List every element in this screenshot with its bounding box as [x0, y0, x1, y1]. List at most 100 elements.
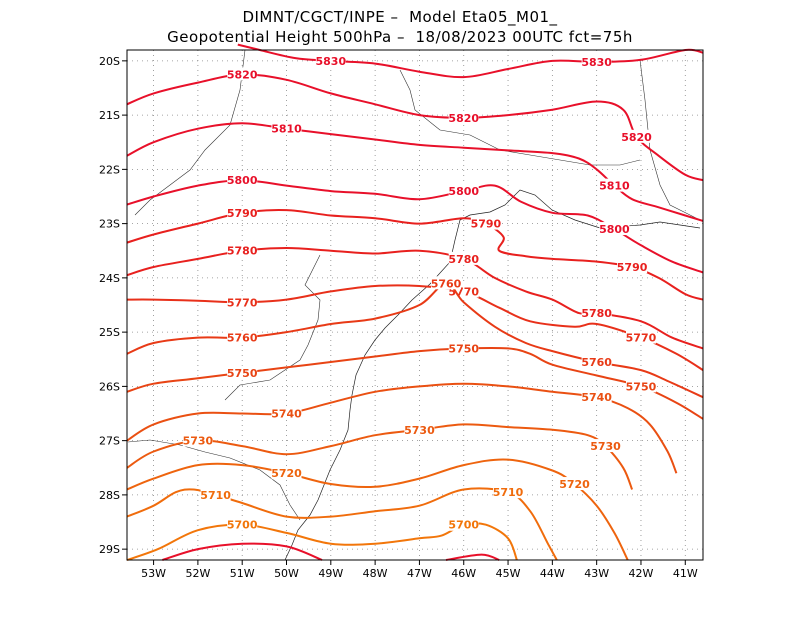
- x-tick-label: 44W: [540, 567, 565, 580]
- x-tick-label: 43W: [584, 567, 609, 580]
- x-tick-label: 45W: [496, 567, 521, 580]
- contour-5820: [126, 73, 704, 182]
- y-tick-label: 22S: [99, 163, 120, 176]
- longitude-ticks: 53W 52W 51W 50W 49W 48W 47W 46W 45W 44W 43W 42W 41W: [141, 560, 698, 580]
- contour-5750: [126, 346, 704, 420]
- contour-label-bg: [448, 517, 479, 531]
- y-tick-label: 28S: [99, 489, 120, 502]
- contour-label-bg: [621, 129, 652, 143]
- map-subtitle: Geopotential Height 500hPa – 18/08/2023 …: [167, 28, 633, 46]
- x-tick-label: 46W: [451, 567, 476, 580]
- contour-label: 5790: [617, 261, 648, 274]
- contour-5740: [126, 382, 678, 474]
- map-frame: [126, 49, 704, 561]
- contour-5700: [126, 522, 518, 561]
- grid-lines: [127, 50, 703, 560]
- contour-label-bg: [625, 379, 656, 393]
- contour-label-bg: [271, 466, 302, 480]
- x-tick-label: 53W: [141, 567, 166, 580]
- contour-label-bg: [617, 260, 648, 274]
- contour-label-bg: [581, 354, 612, 368]
- contour-label-bg: [227, 517, 258, 531]
- y-tick-label: 24S: [99, 272, 120, 285]
- contour-label-bg: [227, 67, 258, 81]
- contour-label: 5700: [227, 519, 258, 532]
- contour-label-bg: [448, 251, 479, 265]
- contour-label-bg: [271, 121, 302, 135]
- y-tick-label: 27S: [99, 435, 120, 448]
- y-tick-label: 29S: [99, 543, 120, 556]
- contour-label-bg: [590, 439, 621, 453]
- contour-label-bg: [448, 110, 479, 124]
- contour-label-bg: [227, 173, 258, 187]
- contour-label: 5810: [271, 123, 302, 136]
- latitude-ticks: 20S 21S 22S 23S 24S 25S 26S 27S 28S 29S: [99, 55, 127, 556]
- contour-label: 5720: [559, 478, 590, 491]
- contour-label: 5810: [599, 180, 630, 193]
- y-tick-label: 26S: [99, 380, 120, 393]
- contour-label: 5770: [626, 332, 657, 345]
- contour-5770: [126, 284, 704, 371]
- coastline-path: [284, 189, 701, 561]
- contour-label: 5780: [227, 245, 258, 258]
- x-tick-label: 47W: [407, 567, 432, 580]
- y-tick-label: 23S: [99, 218, 120, 231]
- contour-label: 5730: [404, 424, 435, 437]
- contour-label: 5720: [271, 467, 302, 480]
- contour-label: 5710: [200, 489, 231, 502]
- x-tick-label: 48W: [363, 567, 388, 580]
- border-path: [127, 49, 701, 521]
- y-tick-label: 25S: [99, 326, 120, 339]
- contour-5710: [126, 487, 558, 561]
- contour-label: 5820: [448, 112, 479, 125]
- contour-label: 5760: [431, 277, 462, 290]
- contour-label-bg: [559, 477, 590, 491]
- contour-label-bg: [448, 341, 479, 355]
- contour-label-bg: [227, 295, 258, 309]
- contour-label: 5700: [448, 519, 479, 532]
- contour-label-bg: [404, 422, 435, 436]
- contour-label: 5820: [227, 68, 258, 81]
- contour-label-bg: [431, 276, 462, 290]
- contour-label-bg: [581, 306, 612, 320]
- contour-label: 5740: [581, 391, 612, 404]
- coastline: [127, 49, 701, 561]
- contour-label: 5740: [271, 408, 302, 421]
- contour-label-bg: [599, 222, 630, 236]
- contour-label: 5800: [599, 223, 630, 236]
- contour-5810: [126, 122, 704, 222]
- x-tick-label: 51W: [230, 567, 255, 580]
- contour-label-bg: [227, 205, 258, 219]
- contour-label-bg: [271, 406, 302, 420]
- contour-label: 5790: [471, 218, 502, 231]
- contour-label-bg: [227, 243, 258, 257]
- contour-label: 5830: [581, 56, 612, 69]
- contour-5690: [445, 553, 500, 561]
- x-tick-label: 52W: [185, 567, 210, 580]
- y-tick-label: 20S: [99, 55, 120, 68]
- contour-label: 5750: [626, 380, 657, 393]
- contour-label-bg: [227, 365, 258, 379]
- contour-label: 5760: [227, 332, 258, 345]
- contour-label: 5750: [227, 367, 258, 380]
- contour-label: 5780: [448, 253, 479, 266]
- contour-label: 5800: [227, 174, 258, 187]
- x-tick-label: 49W: [318, 567, 343, 580]
- contour-label-bg: [470, 216, 501, 230]
- contour-label: 5790: [227, 207, 258, 220]
- contour-label-bg: [200, 487, 231, 501]
- contour-label: 5710: [493, 486, 524, 499]
- contour-label: 5730: [590, 440, 621, 453]
- contour-label-bg: [493, 485, 524, 499]
- contour-label: 5730: [183, 435, 214, 448]
- contour-label: 5820: [621, 131, 652, 144]
- contour-label-bg: [182, 433, 213, 447]
- contour-label-bg: [581, 54, 612, 68]
- contour-label-bg: [227, 330, 258, 344]
- contour-label: 5770: [227, 296, 258, 309]
- contour-lines: 5830 5830 5820 5820 5820 5810 5810 5800 5800 5800…: [126, 43, 704, 561]
- x-tick-label: 41W: [673, 567, 698, 580]
- contour-label: 5780: [581, 307, 612, 320]
- contour-label: 5800: [448, 185, 479, 198]
